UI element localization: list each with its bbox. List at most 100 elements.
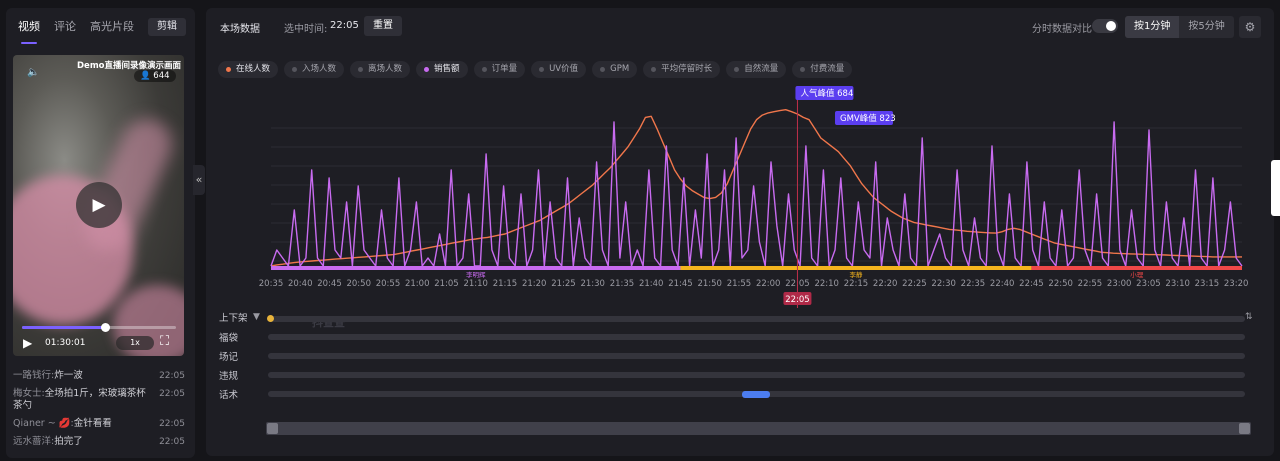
x-tick-label: 23:15 <box>1195 279 1220 289</box>
selected-time-label: 选中时间: <box>284 24 328 35</box>
comment-user: 一路钱行: <box>13 370 55 381</box>
gear-icon[interactable]: ⚙ <box>1239 16 1261 38</box>
fullscreen-icon[interactable]: ⛶ <box>160 334 170 349</box>
x-tick-label: 20:35 <box>259 279 284 289</box>
legend-item[interactable]: 在线人数 <box>218 61 279 78</box>
legend-item[interactable]: 平均停留时长 <box>643 61 721 78</box>
video-progress-fill <box>22 326 106 329</box>
interval-1min[interactable]: 按1分钟 <box>1125 16 1180 38</box>
reset-button[interactable]: 重置 <box>364 16 402 36</box>
legend-label: 离场人数 <box>368 64 403 74</box>
legend-item[interactable]: 入场人数 <box>284 61 345 78</box>
x-tick-label: 21:35 <box>610 279 635 289</box>
viewer-count: 644 <box>153 71 170 81</box>
selected-time-value: 22:05 <box>330 20 359 31</box>
legend-item[interactable]: GPM <box>592 61 638 78</box>
legend-label: 订单量 <box>491 64 518 74</box>
scroll-handle-right[interactable] <box>1239 423 1250 434</box>
video-player[interactable]: 🔈 Demo直播间录像演示画面 👤 644 ▶ ▶ 01:30:01 1x ⛶ <box>13 55 184 356</box>
x-tick-label: 21:30 <box>580 279 605 289</box>
comment-user: Qianer ~ 💋: <box>13 418 74 429</box>
x-tick-label: 20:50 <box>346 279 371 289</box>
legend-item[interactable]: 销售额 <box>416 61 468 78</box>
notes-track[interactable] <box>268 353 1245 359</box>
legend-label: 在线人数 <box>236 64 271 74</box>
script-segment[interactable] <box>742 391 770 398</box>
series-line <box>270 121 1243 267</box>
side-floating-tab[interactable] <box>1271 160 1280 216</box>
adjust-icon[interactable]: ⇅ <box>1245 312 1253 322</box>
legend-label: 入场人数 <box>302 64 337 74</box>
x-tick-label: 20:55 <box>376 279 401 289</box>
listing-track[interactable] <box>268 316 1245 322</box>
left-tabs: 视频 评论 高光片段 <box>18 18 134 44</box>
video-progress-thumb[interactable] <box>101 323 111 332</box>
legend-dot <box>651 67 657 72</box>
comment-item: 一路钱行:炸一波 22:05 <box>13 370 185 382</box>
series-line <box>270 108 1242 267</box>
play-overlay-button[interactable]: ▶ <box>76 182 122 228</box>
play-icon[interactable]: ▶ <box>23 336 33 350</box>
x-tick-label: 23:10 <box>1165 279 1190 289</box>
legend-dot <box>600 67 606 72</box>
comment-item: 梅女士:全场拍1斤，宋玻璃茶杯茶勺 22:05 <box>13 388 185 412</box>
viewer-count-badge: 👤 644 <box>134 70 176 82</box>
tab-video[interactable]: 视频 <box>18 18 40 44</box>
legend-dot <box>734 67 740 72</box>
x-tick-label: 20:45 <box>317 279 342 289</box>
legend-dot <box>481 67 487 72</box>
interval-5min[interactable]: 按5分钟 <box>1188 21 1225 32</box>
x-tick-label: 23:00 <box>1107 279 1132 289</box>
x-tick-label: 21:05 <box>434 279 459 289</box>
host-label: 小理 <box>1130 270 1144 279</box>
x-tick-label: 21:25 <box>551 279 576 289</box>
legend-item[interactable]: 离场人数 <box>350 61 411 78</box>
edit-button[interactable]: 剪辑 <box>148 18 186 36</box>
comment-user: 远水蔷洋: <box>13 436 55 447</box>
x-tick-label: 21:55 <box>727 279 752 289</box>
x-tick-label: 22:55 <box>1078 279 1103 289</box>
timeline-scrollbar[interactable] <box>266 422 1251 435</box>
x-tick-label: 21:00 <box>405 279 430 289</box>
selected-time-marker-label: 22:05 <box>785 295 810 305</box>
playback-speed-button[interactable]: 1x <box>116 336 154 350</box>
user-icon: 👤 <box>140 71 151 81</box>
peak-viewers-label: 人气峰值 684 <box>800 88 853 99</box>
legend-item[interactable]: 自然流量 <box>726 61 787 78</box>
x-tick-label: 23:20 <box>1224 279 1249 289</box>
legend-label: 自然流量 <box>744 64 779 74</box>
filter-icon[interactable]: ▼ <box>253 312 260 322</box>
legend-label: GPM <box>610 64 630 74</box>
x-tick-label: 21:45 <box>668 279 693 289</box>
x-tick-label: 20:40 <box>288 279 313 289</box>
compare-toggle[interactable] <box>1092 19 1118 33</box>
legend-label: UV价值 <box>549 64 579 74</box>
left-panel: 视频 评论 高光片段 剪辑 🔈 Demo直播间录像演示画面 👤 644 ▶ ▶ … <box>6 8 195 458</box>
legend-item[interactable]: UV价值 <box>531 61 587 78</box>
comment-text: 炸一波 <box>54 370 83 381</box>
listing-marker[interactable] <box>267 315 274 322</box>
host-band <box>271 266 681 270</box>
luckybag-track[interactable] <box>268 334 1245 340</box>
volume-icon[interactable]: 🔈 <box>27 67 40 78</box>
x-tick-label: 22:15 <box>844 279 869 289</box>
legend-dot <box>292 67 298 72</box>
trend-chart[interactable]: 李明辉 李静 小理 20:35 20:40 20:45 20:50 20:55 21:00 21:… <box>206 8 1274 308</box>
tab-highlights[interactable]: 高光片段 <box>90 20 134 33</box>
video-progress-bar[interactable] <box>22 323 176 332</box>
legend-dot <box>424 67 430 72</box>
comment-item: Qianer ~ 💋:金针看看 22:05 <box>13 418 185 430</box>
legend-item[interactable]: 订单量 <box>473 61 526 78</box>
legend-label: 平均停留时长 <box>661 64 713 74</box>
x-tick-label: 22:40 <box>990 279 1015 289</box>
legend-item[interactable]: 付费流量 <box>792 61 853 78</box>
main-panel: 本场数据 选中时间: 22:05 重置 分时数据对比 按1分钟 按5分钟 ⚙ 在… <box>206 8 1274 456</box>
violation-track[interactable] <box>268 372 1245 378</box>
collapse-panel-button[interactable]: « <box>193 165 205 195</box>
tab-comments[interactable]: 评论 <box>54 20 76 33</box>
row-label-violation: 违规 <box>219 371 239 382</box>
compare-label: 分时数据对比 <box>1032 24 1092 35</box>
x-tick-label: 21:40 <box>639 279 664 289</box>
scroll-handle-left[interactable] <box>267 423 278 434</box>
